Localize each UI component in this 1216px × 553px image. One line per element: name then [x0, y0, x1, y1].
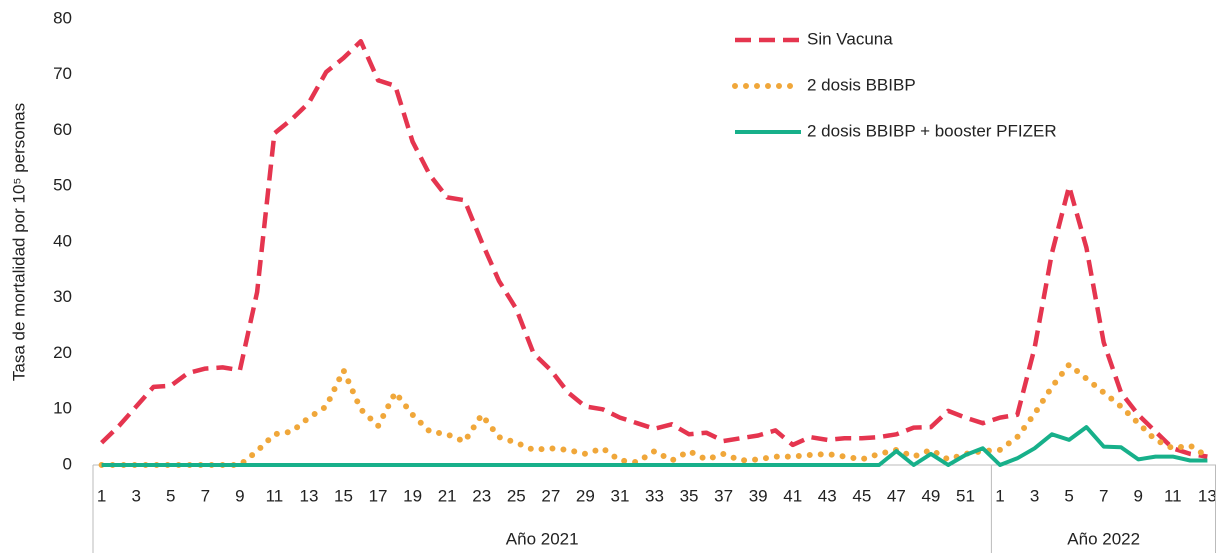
y-tick-label: 50	[53, 176, 72, 195]
x-tick-label: 11	[266, 486, 284, 505]
x-tick-label: 33	[645, 486, 664, 505]
x-tick-label: 3	[131, 486, 140, 505]
x-tick-label: 31	[610, 486, 629, 505]
x-tick-label: 35	[680, 486, 699, 505]
x-tick-label: 5	[166, 486, 175, 505]
y-tick-label: 10	[53, 399, 72, 418]
legend-label: 2 dosis BBIBP	[807, 75, 916, 94]
x-tick-label: 15	[334, 486, 353, 505]
x-tick-label: 41	[783, 486, 802, 505]
x-tick-label: 23	[472, 486, 491, 505]
x-tick-label: 51	[956, 486, 975, 505]
group-label: Año 2021	[506, 529, 579, 548]
x-tick-label: 25	[507, 486, 526, 505]
series-line	[98, 361, 1211, 468]
x-tick-label: 21	[438, 486, 457, 505]
x-tick-label: 5	[1064, 486, 1073, 505]
x-tick-label: 49	[921, 486, 940, 505]
x-tick-label: 43	[818, 486, 837, 505]
x-tick-label: 19	[403, 486, 422, 505]
x-tick-label: 3	[1030, 486, 1039, 505]
group-label: Año 2022	[1067, 529, 1140, 548]
x-tick-label: 1	[97, 486, 106, 505]
x-tick-label: 11	[1164, 486, 1182, 505]
y-tick-label: 30	[53, 287, 72, 306]
x-tick-label: 17	[369, 486, 388, 505]
series-line	[101, 425, 1208, 467]
legend-label: 2 dosis BBIBP + booster PFIZER	[807, 121, 1057, 140]
y-tick-label: 0	[63, 454, 72, 473]
x-tick-label: 7	[201, 486, 210, 505]
x-tick-label: 9	[1134, 486, 1143, 505]
x-tick-label: 1	[995, 486, 1004, 505]
x-tick-label: 45	[852, 486, 871, 505]
y-tick-label: 70	[53, 64, 72, 83]
x-tick-label: 27	[541, 486, 560, 505]
x-tick-label: 37	[714, 486, 733, 505]
x-tick-label: 13	[300, 486, 319, 505]
x-tick-label: 29	[576, 486, 595, 505]
y-axis-label: Tasa de mortalidad por 10⁵ personas	[9, 103, 28, 381]
x-tick-label: 39	[749, 486, 768, 505]
x-tick-label: 9	[235, 486, 244, 505]
y-tick-label: 20	[53, 343, 72, 362]
y-tick-label: 80	[53, 8, 72, 27]
y-tick-label: 40	[53, 231, 72, 250]
y-tick-label: 60	[53, 120, 72, 139]
x-tick-label: 47	[887, 486, 906, 505]
x-tick-label: 7	[1099, 486, 1108, 505]
legend-label: Sin Vacuna	[807, 29, 893, 48]
series-line	[100, 39, 1208, 459]
x-tick-label: 13	[1198, 486, 1216, 505]
